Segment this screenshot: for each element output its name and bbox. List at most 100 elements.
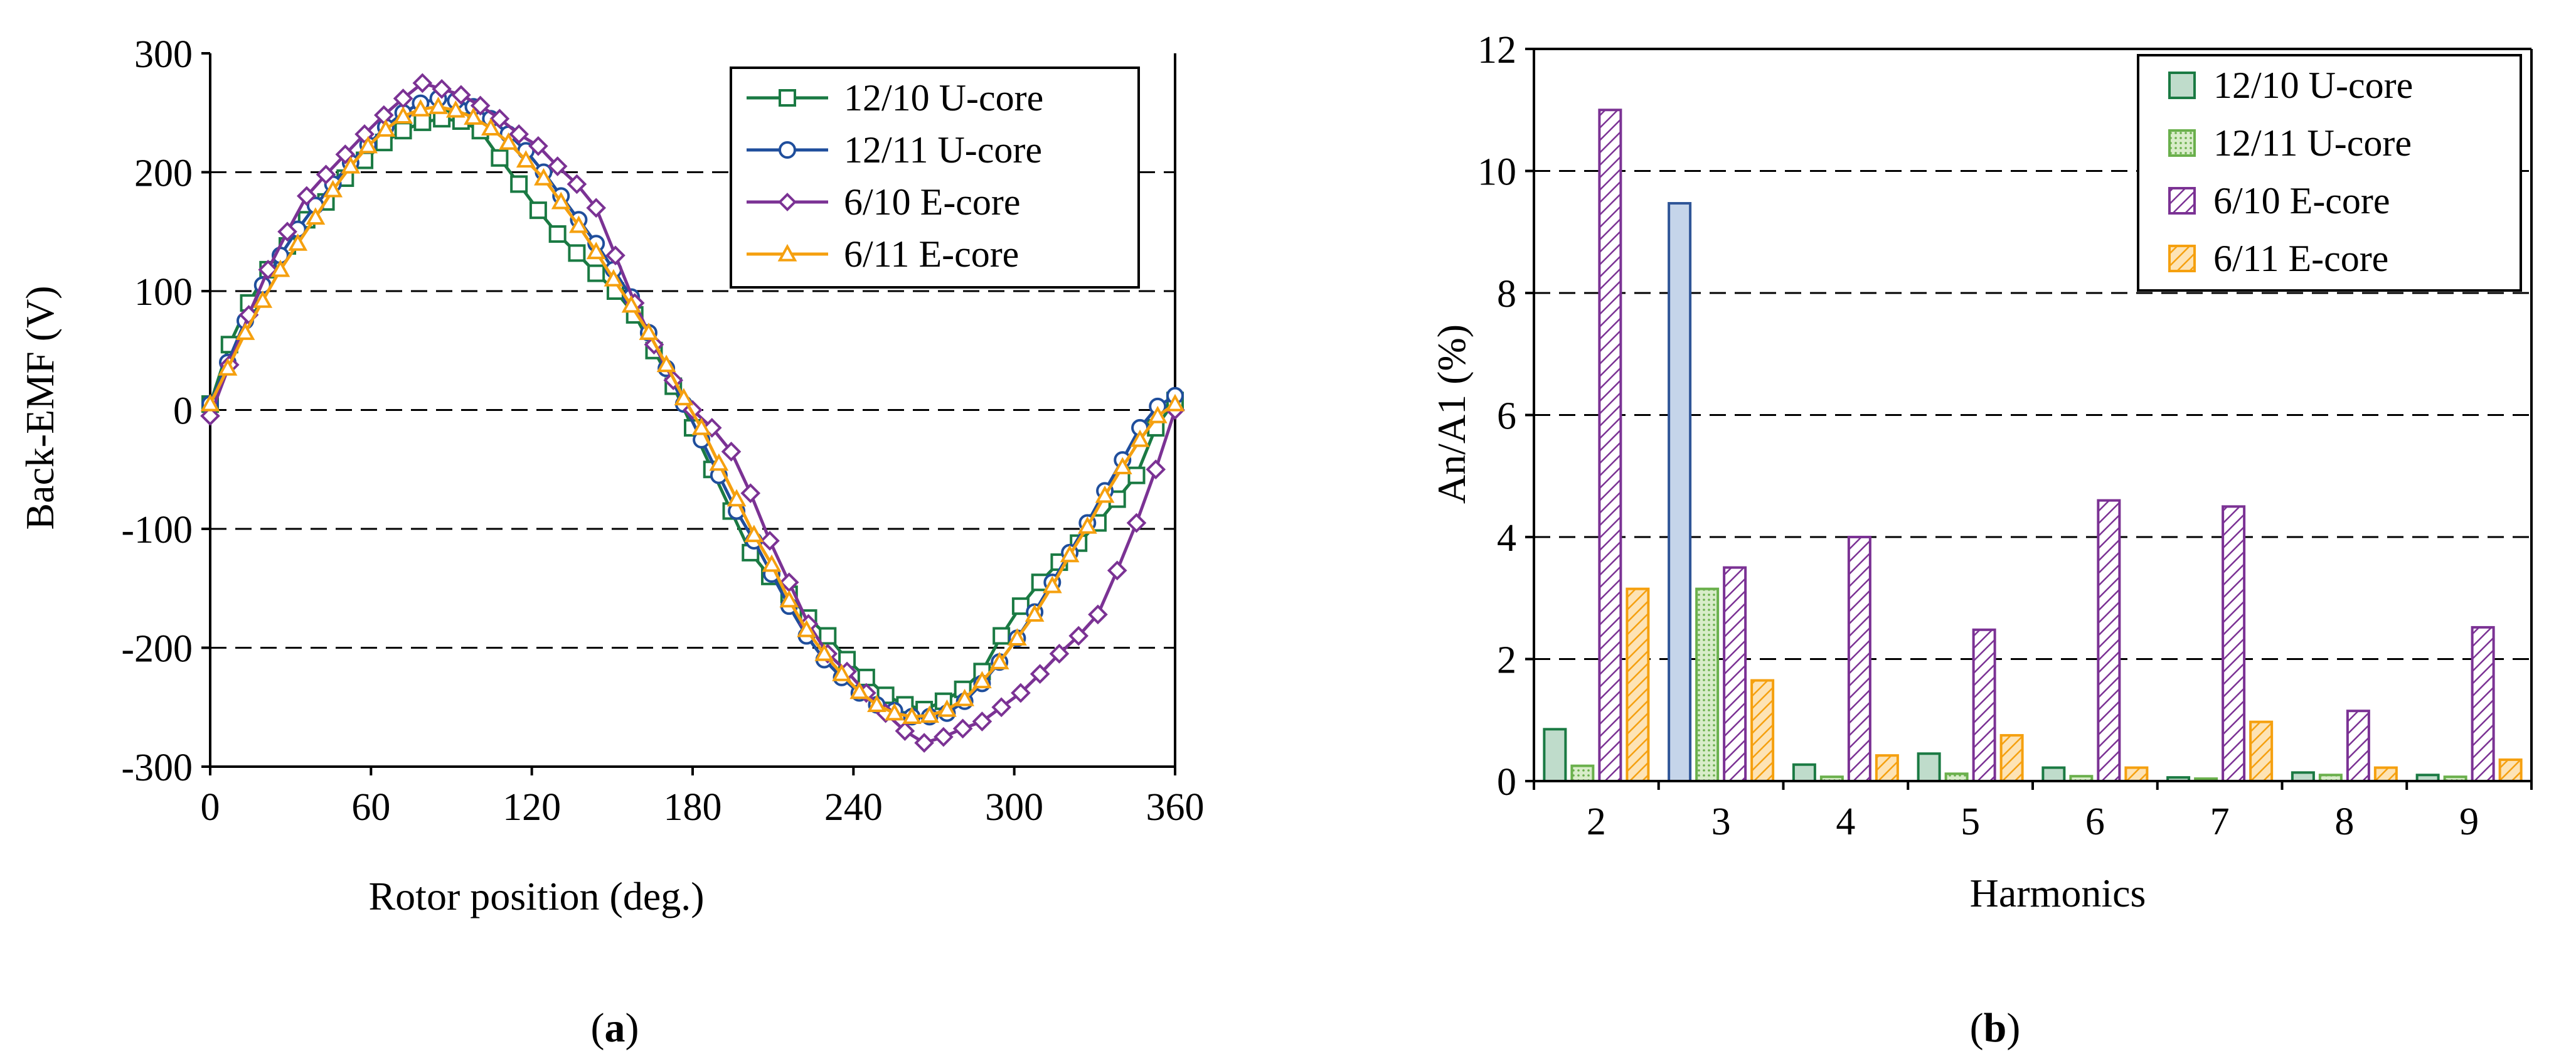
data-point [1130,429,1150,447]
bar [1723,566,1747,782]
data-point [972,671,992,689]
bar [1626,587,1650,782]
data-point [934,726,954,747]
data-point [1011,597,1030,615]
data-point [432,79,452,99]
data-point [777,243,797,262]
data-point [335,144,356,164]
y-tick-label: -100 [121,509,193,551]
legend-box [2137,54,2522,292]
y-tick-label: 100 [134,271,193,314]
data-point [316,164,336,185]
data-point [200,393,220,412]
x-tick-label: 120 [503,786,561,829]
data-point [989,652,1009,669]
x-tick-label: 3 [1711,801,1731,843]
data-point [534,168,553,186]
data-point [797,619,816,637]
data-point [1112,457,1132,475]
data-point [200,406,220,426]
data-point [586,242,606,260]
legend-label: 12/11 U-core [2213,122,2412,164]
data-point [914,733,934,753]
data-point [955,688,975,706]
bar [1695,587,1720,782]
data-point [993,627,1011,645]
data-point [509,124,529,144]
data-point [1126,513,1147,533]
y-tick-label: 2 [1497,639,1516,682]
data-point [394,122,412,140]
bars-group [1543,109,2523,783]
y-tick-label: 300 [134,33,193,76]
series-6-11-e-core [200,97,1185,725]
data-point [867,694,886,713]
data-point [920,705,940,723]
data-point [510,175,528,193]
data-point [937,699,957,717]
data-point [1060,545,1080,563]
x-axis-label: Harmonics [1970,871,2146,915]
data-point [857,668,875,686]
data-point [253,290,273,308]
y-tick-label: 6 [1497,395,1516,438]
data-point [296,186,317,206]
data-point [819,627,837,645]
bar [1598,109,1622,782]
data-point [499,132,518,150]
y-axis-label: Back-EMF (V) [18,285,62,530]
data-point [1165,393,1185,412]
data-point [902,706,922,725]
data-point [358,136,378,154]
bar [1750,679,1775,782]
bar [2222,505,2246,782]
bar [2373,766,2398,782]
data-point [270,259,290,277]
bar [1792,763,1816,783]
panel-label: (a) [591,1005,639,1051]
data-point [341,156,361,174]
data-point [235,322,255,340]
data-point [481,118,501,136]
bar [2346,710,2370,782]
data-point [306,207,326,225]
bar [2291,771,2315,783]
data-point [567,174,587,194]
legend-swatch [2168,187,2196,215]
data-point [1007,628,1027,646]
x-tick-label: 180 [664,786,722,829]
data-point [393,106,413,124]
data-point [1068,625,1089,646]
bar [1972,628,1996,782]
data-point [548,225,567,243]
back-emf-chart: -300 -200 -100 0 100 200 300 0 60 120 180 240 300 360… [18,33,1205,1051]
data-point [356,151,374,169]
data-point [779,89,796,107]
data-point [529,201,547,220]
bar [1847,536,1871,782]
data-point [604,269,624,287]
x-tick-label: 60 [351,786,390,829]
legend-swatch [2168,245,2196,272]
data-point [991,697,1011,718]
data-point [218,358,238,376]
data-point [489,109,510,129]
data-point [674,388,694,406]
x-tick-label: 2 [1587,801,1606,843]
bar [1999,734,2024,782]
data-point [1127,466,1146,484]
data-point [778,193,797,211]
data-point [952,718,973,739]
data-point [1025,604,1045,622]
bar [1543,728,1567,783]
data-point [849,681,870,700]
data-point [691,417,711,435]
y-tick-label: 12 [1477,29,1516,72]
tick-labels: -300 -200 -100 0 100 200 300 0 60 120 180 240 300 360 [121,33,1204,829]
x-tick-label: 8 [2334,801,2354,843]
legend-label: 6/10 E-core [844,181,1021,223]
data-point [1042,575,1062,593]
y-tick-label: -200 [121,628,193,671]
y-tick-label: 0 [173,390,193,433]
data-point [586,198,607,218]
